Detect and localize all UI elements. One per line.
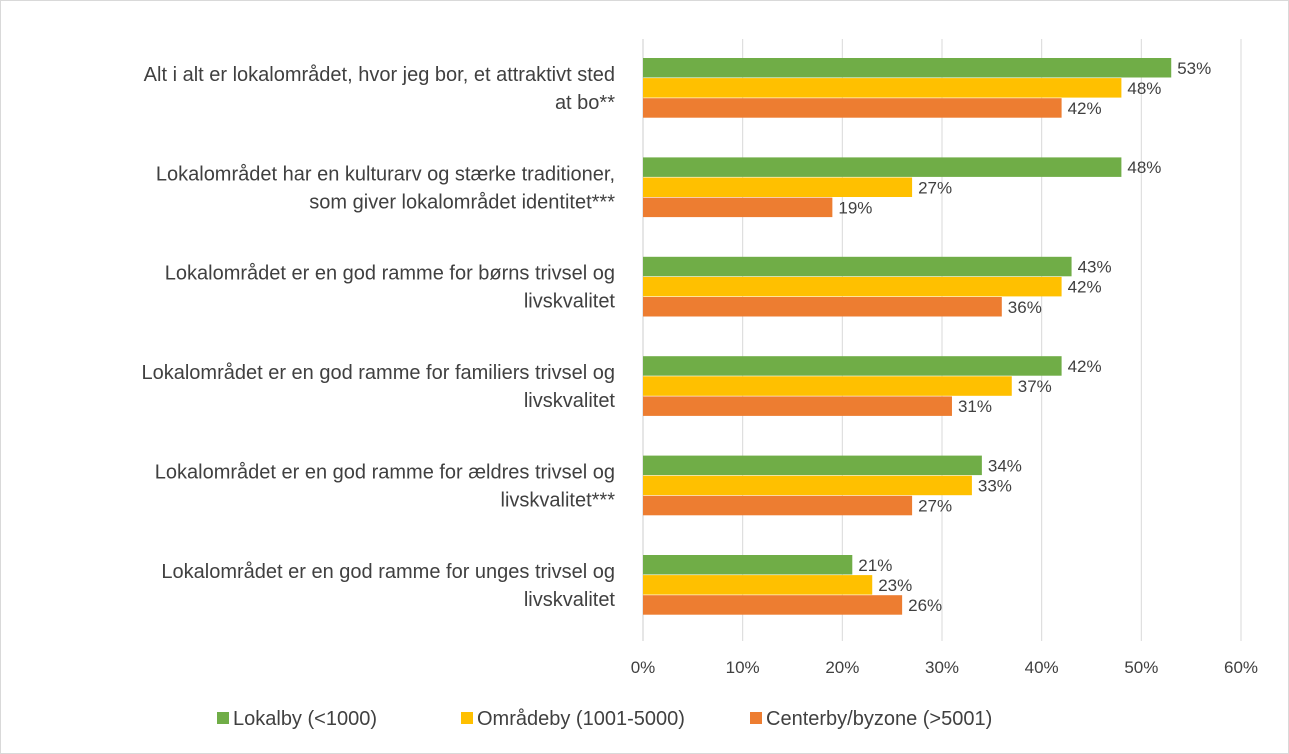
legend-label: Lokalby (<1000) bbox=[233, 708, 377, 730]
bar bbox=[643, 575, 873, 595]
data-label: 48% bbox=[1127, 79, 1161, 98]
gridlines bbox=[642, 39, 1242, 641]
bar bbox=[643, 495, 913, 516]
legend: Lokalby (<1000) Områdeby (1001-5000) Cente… bbox=[217, 708, 992, 730]
bar bbox=[643, 475, 972, 496]
legend-label: Områdeby (1001-5000) bbox=[477, 708, 685, 730]
bar bbox=[643, 276, 1062, 297]
x-tick-label: 0% bbox=[631, 658, 656, 677]
bar bbox=[643, 78, 1122, 98]
category-label: Lokalområdet er en god ramme for børns t… bbox=[165, 263, 616, 313]
category-labels: Alt i alt er lokalområdet, hvor jeg bor,… bbox=[141, 64, 615, 611]
legend-swatch bbox=[217, 712, 229, 724]
bar bbox=[643, 356, 1062, 376]
data-label: 48% bbox=[1127, 158, 1161, 177]
data-label: 43% bbox=[1078, 258, 1112, 277]
x-tick-label: 20% bbox=[825, 658, 859, 677]
bar bbox=[643, 595, 903, 615]
bar bbox=[643, 297, 1002, 317]
bar bbox=[643, 197, 833, 218]
bars bbox=[643, 58, 1172, 615]
category-label: Lokalområdet har en kulturarv og stærke … bbox=[156, 163, 615, 213]
data-label: 42% bbox=[1068, 357, 1102, 376]
category-label: Lokalområdet er en god ramme for familie… bbox=[141, 362, 615, 412]
data-label: 23% bbox=[878, 576, 912, 595]
x-tick-label: 40% bbox=[1025, 658, 1059, 677]
x-tick-label: 50% bbox=[1124, 658, 1158, 677]
bar bbox=[643, 455, 982, 476]
category-label: Lokalområdet er en god ramme for ældres … bbox=[155, 461, 615, 511]
category-label: Lokalområdet er en god ramme for unges t… bbox=[161, 561, 615, 611]
bar bbox=[643, 98, 1062, 118]
data-label: 37% bbox=[1018, 377, 1052, 396]
bar bbox=[643, 58, 1172, 78]
data-label: 27% bbox=[918, 497, 952, 516]
x-tick-label: 10% bbox=[726, 658, 760, 677]
data-label: 33% bbox=[978, 476, 1012, 495]
x-axis-ticks: 0% 10% 20% 30% 40% 50% 60% bbox=[631, 658, 1258, 677]
data-label: 21% bbox=[858, 556, 892, 575]
bar bbox=[643, 555, 853, 575]
data-label: 34% bbox=[988, 456, 1022, 475]
legend-swatch bbox=[461, 712, 473, 724]
data-label: 36% bbox=[1008, 298, 1042, 317]
bar bbox=[643, 396, 952, 416]
data-label: 27% bbox=[918, 178, 952, 197]
data-label: 42% bbox=[1068, 99, 1102, 118]
category-label: Alt i alt er lokalområdet, hvor jeg bor,… bbox=[144, 64, 616, 114]
x-tick-label: 60% bbox=[1224, 658, 1258, 677]
data-label: 19% bbox=[838, 198, 872, 217]
bar bbox=[643, 177, 913, 197]
legend-label: Centerby/byzone (>5001) bbox=[766, 708, 992, 730]
bar bbox=[643, 256, 1072, 277]
bar bbox=[643, 376, 1012, 396]
legend-swatch bbox=[750, 712, 762, 724]
data-label: 42% bbox=[1068, 278, 1102, 297]
data-label: 31% bbox=[958, 397, 992, 416]
x-tick-label: 30% bbox=[925, 658, 959, 677]
data-labels: 53%48%42%48%27%19%43%42%36%42%37%31%34%3… bbox=[838, 59, 1211, 615]
data-label: 26% bbox=[908, 596, 942, 615]
bar bbox=[643, 157, 1122, 177]
data-label: 53% bbox=[1177, 59, 1211, 78]
